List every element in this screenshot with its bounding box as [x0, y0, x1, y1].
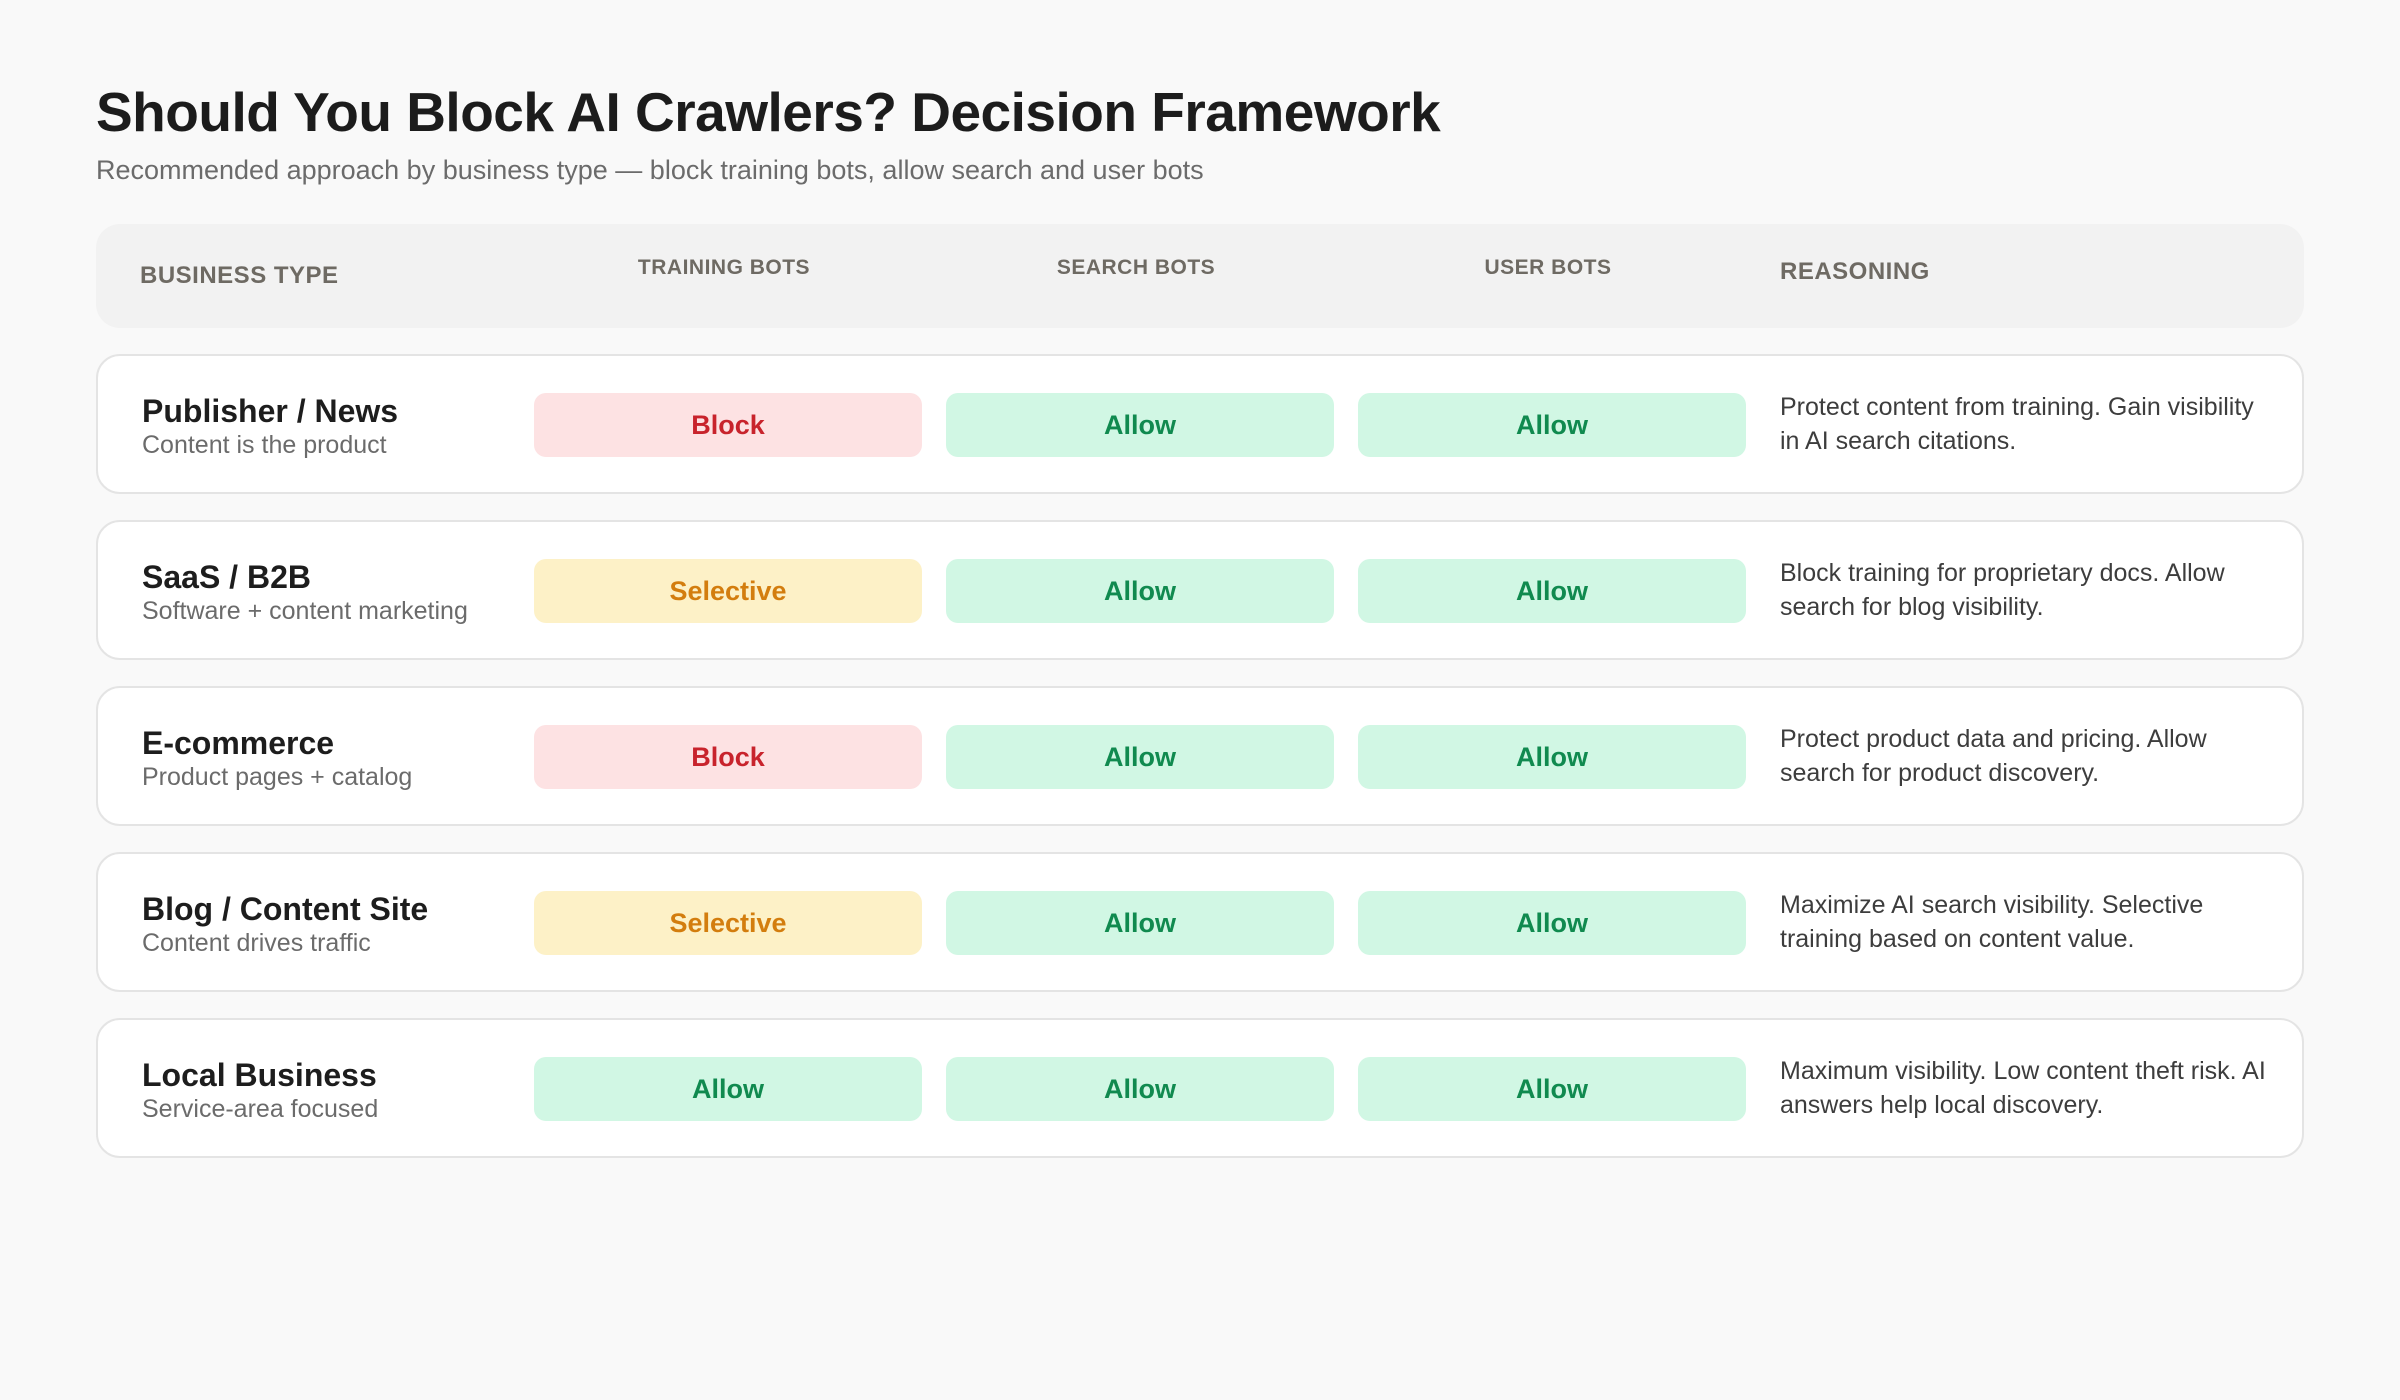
decision-framework-page: Should You Block AI Crawlers? Decision F…: [96, 80, 2304, 1184]
column-header-user-bots: USER BOTS: [1484, 256, 1612, 279]
table-row: Local Business Service-area focused Allo…: [96, 1018, 2304, 1158]
business-type-cell: E-commerce Product pages + catalog: [142, 724, 412, 792]
user-bots-badge: Allow: [1358, 393, 1746, 457]
user-bots-badge: Allow: [1358, 725, 1746, 789]
business-name: E-commerce: [142, 725, 335, 761]
search-bots-badge: Allow: [946, 891, 1334, 955]
training-bots-badge: Selective: [534, 559, 922, 623]
business-description: Product pages + catalog: [142, 763, 413, 791]
search-bots-badge: Allow: [946, 559, 1334, 623]
column-header-search-bots: SEARCH BOTS: [1056, 256, 1216, 279]
column-header-reasoning: REASONING: [1780, 258, 1930, 285]
page-title: Should You Block AI Crawlers? Decision F…: [96, 81, 1441, 143]
column-header-training-bots: TRAINING BOTS: [637, 256, 811, 279]
training-bots-badge: Allow: [534, 1057, 922, 1121]
table-header: BUSINESS TYPE TRAINING BOTS SEARCH BOTS …: [96, 224, 2304, 328]
business-name: Blog / Content Site: [142, 891, 429, 927]
business-description: Content drives traffic: [142, 929, 371, 957]
page-subtitle: Recommended approach by business type — …: [96, 155, 1204, 185]
business-description: Software + content marketing: [142, 597, 468, 625]
search-bots-badge: Allow: [946, 393, 1334, 457]
user-bots-badge: Allow: [1358, 559, 1746, 623]
business-description: Service-area focused: [142, 1095, 379, 1123]
search-bots-badge: Allow: [946, 725, 1334, 789]
table-row: Publisher / News Content is the product …: [96, 354, 2304, 494]
training-bots-badge: Block: [534, 393, 922, 457]
reasoning-text: Block training for proprietary docs. All…: [1780, 559, 2225, 621]
training-bots-badge: Selective: [534, 891, 922, 955]
business-type-cell: SaaS / B2B Software + content marketing: [142, 558, 468, 626]
business-description: Content is the product: [142, 431, 387, 459]
business-type-cell: Publisher / News Content is the product: [142, 392, 398, 460]
reasoning-text: Maximum visibility. Low content theft ri…: [1780, 1057, 2266, 1119]
business-name: Local Business: [142, 1057, 377, 1093]
table-row: E-commerce Product pages + catalog Block…: [96, 686, 2304, 826]
business-name: SaaS / B2B: [142, 559, 311, 595]
reasoning-text: Maximize AI search visibility. Selective…: [1780, 891, 2204, 953]
table-row: Blog / Content Site Content drives traff…: [96, 852, 2304, 992]
user-bots-badge: Allow: [1358, 891, 1746, 955]
training-bots-badge: Block: [534, 725, 922, 789]
table-row: SaaS / B2B Software + content marketing …: [96, 520, 2304, 660]
business-type-cell: Blog / Content Site Content drives traff…: [142, 890, 428, 958]
column-header-business-type: BUSINESS TYPE: [140, 262, 339, 289]
reasoning-text: Protect product data and pricing. Allow …: [1780, 725, 2207, 787]
business-name: Publisher / News: [142, 393, 399, 429]
table-body: Publisher / News Content is the product …: [96, 354, 2304, 1158]
reasoning-text: Protect content from training. Gain visi…: [1780, 393, 2254, 455]
user-bots-badge: Allow: [1358, 1057, 1746, 1121]
search-bots-badge: Allow: [946, 1057, 1334, 1121]
business-type-cell: Local Business Service-area focused: [142, 1056, 378, 1124]
